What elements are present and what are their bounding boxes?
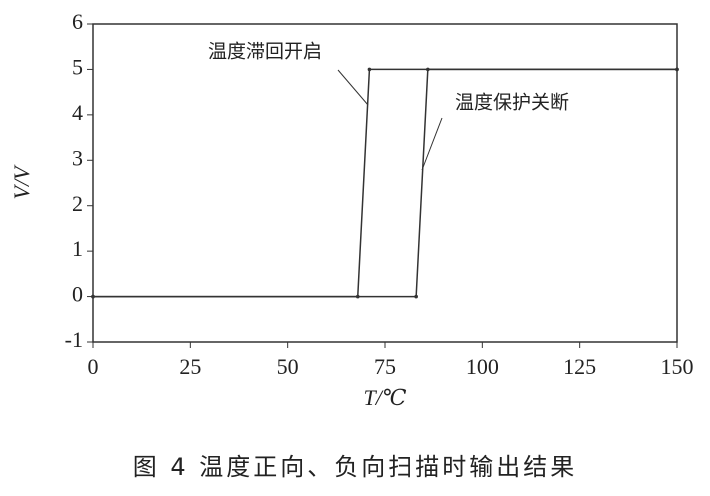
series-line — [93, 68, 677, 298]
x-axis-label: T/℃ — [364, 385, 407, 410]
series-line — [93, 68, 677, 298]
y-tick-label: 4 — [72, 100, 83, 125]
x-tick-label: 75 — [374, 354, 396, 379]
y-tick-label: -1 — [65, 327, 83, 352]
plot-frame — [92, 23, 678, 343]
point — [675, 67, 679, 72]
annotation-leader — [337, 69, 369, 106]
point — [367, 67, 372, 72]
series-label: 温度保护关断 — [455, 92, 569, 114]
y-tick-label: 3 — [72, 145, 83, 170]
series-label: 温度滞回开启 — [208, 41, 322, 63]
y-tick-label: 5 — [72, 54, 83, 79]
x-tick-label: 50 — [277, 354, 299, 379]
y-axis-label: V/V — [9, 164, 34, 200]
annotation-leader — [421, 117, 443, 171]
x-tick-label: 150 — [661, 354, 694, 379]
point — [414, 294, 418, 299]
point — [426, 67, 430, 72]
y-tick-label: 2 — [72, 191, 83, 216]
x-tick-label: 125 — [563, 354, 596, 379]
y-tick-label: 1 — [72, 236, 83, 261]
x-tick-label: 100 — [466, 354, 499, 379]
y-tick-label: 0 — [72, 282, 83, 307]
point — [91, 294, 95, 299]
x-tick-label: 25 — [179, 354, 201, 379]
x-tick-label: 0 — [88, 354, 99, 379]
caption: 图 4 温度正向、负向扫描时输出结果 — [133, 453, 578, 481]
y-tick-label: 6 — [72, 9, 83, 34]
